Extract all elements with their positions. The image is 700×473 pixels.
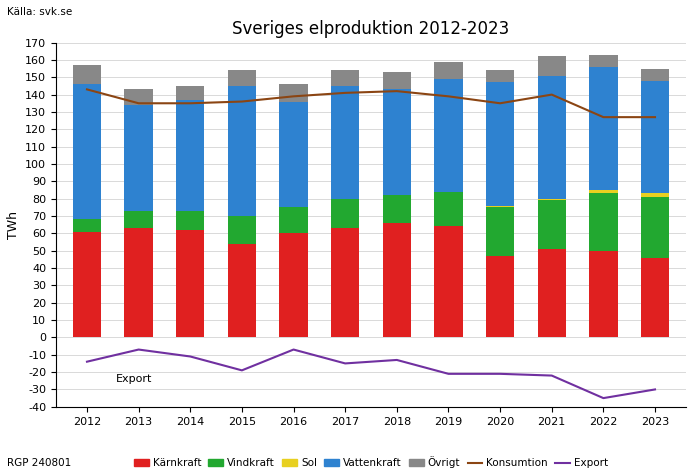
Bar (589, 193, 617, 251)
Bar (538, 76, 566, 199)
Bar (589, 190, 617, 193)
Bar (228, 70, 256, 86)
Bar (383, 195, 411, 223)
Bar (383, 89, 411, 195)
Bar (640, 258, 669, 337)
Legend: Kärnkraft, Vindkraft, Sol, Vattenkraft, Övrigt, Konsumtion, Export: Kärnkraft, Vindkraft, Sol, Vattenkraft, … (130, 452, 612, 473)
Bar (640, 69, 669, 81)
Bar (538, 201, 566, 249)
Bar (383, 223, 411, 337)
Bar (331, 70, 359, 86)
Bar (434, 79, 463, 192)
Bar (589, 67, 617, 190)
Bar (73, 219, 102, 232)
Bar (125, 89, 153, 105)
Bar (73, 65, 102, 84)
Bar (538, 249, 566, 337)
Bar (331, 86, 359, 199)
Bar (176, 86, 204, 100)
Text: Export: Export (116, 375, 152, 385)
Bar (279, 102, 308, 207)
Bar (176, 230, 204, 337)
Bar (176, 100, 204, 211)
Bar (538, 199, 566, 201)
Bar (434, 61, 463, 79)
Bar (383, 72, 411, 89)
Bar (640, 81, 669, 193)
Bar (331, 199, 359, 228)
Text: RGP 240801: RGP 240801 (7, 458, 71, 468)
Bar (486, 70, 514, 82)
Bar (589, 55, 617, 67)
Bar (125, 228, 153, 337)
Bar (486, 256, 514, 337)
Bar (228, 216, 256, 244)
Bar (73, 232, 102, 337)
Bar (125, 105, 153, 211)
Bar (640, 197, 669, 258)
Bar (279, 207, 308, 233)
Title: Sveriges elproduktion 2012-2023: Sveriges elproduktion 2012-2023 (232, 20, 510, 38)
Bar (640, 193, 669, 197)
Bar (486, 207, 514, 256)
Bar (125, 211, 153, 228)
Bar (538, 56, 566, 76)
Bar (331, 228, 359, 337)
Bar (279, 84, 308, 102)
Bar (434, 227, 463, 337)
Text: Källa: svk.se: Källa: svk.se (7, 7, 72, 17)
Bar (73, 84, 102, 219)
Bar (176, 211, 204, 230)
Bar (486, 206, 514, 207)
Bar (279, 233, 308, 337)
Bar (434, 192, 463, 227)
Bar (228, 244, 256, 337)
Bar (589, 251, 617, 337)
Bar (486, 82, 514, 206)
Bar (228, 86, 256, 216)
Y-axis label: TWh: TWh (6, 210, 20, 239)
